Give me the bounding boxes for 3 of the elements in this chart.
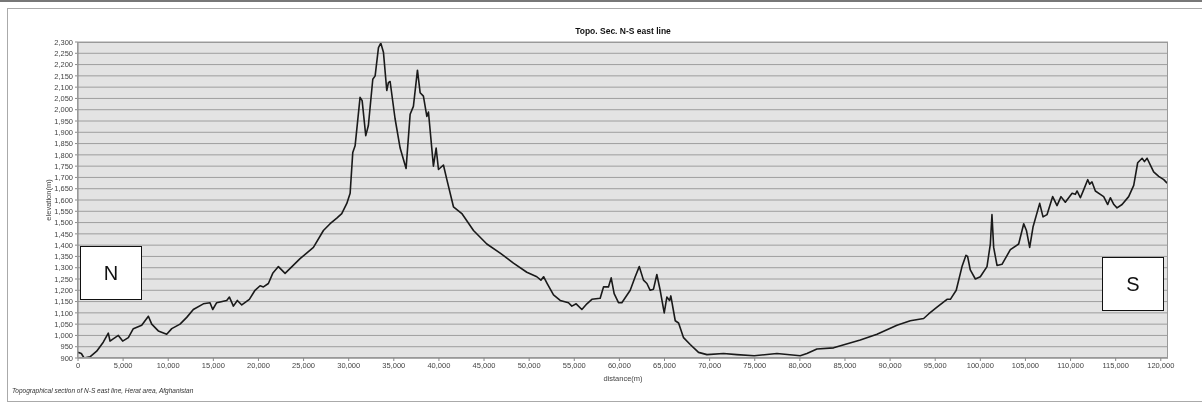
annotation: S [1126,273,1140,295]
annotation: N [103,262,119,284]
chart-title: Topo. Sec. N-S east line [574,25,672,37]
